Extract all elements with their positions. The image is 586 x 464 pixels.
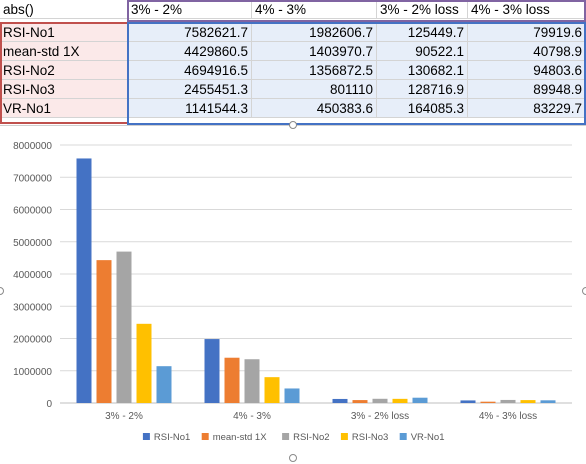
data-cell[interactable]: 1356872.5 bbox=[252, 61, 377, 80]
corner-cell[interactable]: abs() bbox=[0, 0, 128, 19]
x-tick-label: 4% - 3% bbox=[233, 411, 271, 422]
bar bbox=[136, 323, 152, 403]
x-tick-label: 3% - 2% bbox=[105, 411, 143, 422]
legend-swatch bbox=[340, 433, 348, 440]
bar bbox=[392, 398, 408, 403]
bar bbox=[284, 388, 300, 403]
bar bbox=[412, 397, 428, 403]
bar bbox=[96, 260, 112, 403]
legend-swatch bbox=[282, 433, 290, 440]
data-cell[interactable]: 128716.9 bbox=[377, 80, 468, 99]
data-cell[interactable]: 94803.6 bbox=[468, 61, 586, 80]
data-cell[interactable]: 7582621.7 bbox=[128, 23, 252, 42]
bar bbox=[460, 400, 476, 403]
data-cell[interactable]: 89948.9 bbox=[468, 80, 586, 99]
data-cell[interactable]: 83229.7 bbox=[468, 99, 586, 118]
legend-swatch bbox=[142, 433, 150, 440]
bar bbox=[116, 251, 132, 403]
bar bbox=[352, 400, 368, 403]
data-cell[interactable]: 801110 bbox=[252, 80, 377, 99]
data-cell[interactable]: 130682.1 bbox=[377, 61, 468, 80]
row-label-cell[interactable]: RSI-No2 bbox=[0, 61, 128, 80]
y-tick-label: 0 bbox=[46, 399, 52, 410]
bar bbox=[480, 401, 496, 403]
data-cell[interactable]: 79919.6 bbox=[468, 23, 586, 42]
row-label-cell[interactable]: mean-std 1X bbox=[0, 42, 128, 61]
row-label-cell[interactable]: RSI-No3 bbox=[0, 80, 128, 99]
bar bbox=[520, 400, 536, 403]
y-tick-label: 5000000 bbox=[13, 238, 52, 249]
legend-swatch bbox=[399, 433, 407, 440]
data-cell[interactable]: 40798.9 bbox=[468, 42, 586, 61]
bar bbox=[204, 339, 220, 403]
legend-label: mean-std 1X bbox=[213, 432, 268, 443]
column-header-cell[interactable]: 3% - 2% bbox=[128, 0, 252, 19]
chart-area[interactable]: 0 1000000 2000000 3000000 4000000 5000000 6000… bbox=[0, 125, 586, 459]
y-tick-label: 3000000 bbox=[13, 302, 52, 313]
column-header-cell[interactable]: 4% - 3% bbox=[252, 0, 377, 19]
column-header-cell[interactable]: 3% - 2% loss bbox=[377, 0, 468, 19]
x-tick-label: 3% - 2% loss bbox=[351, 411, 409, 422]
legend-label: RSI-No1 bbox=[154, 432, 190, 443]
data-cell[interactable]: 90522.1 bbox=[377, 42, 468, 61]
resize-handle-top[interactable] bbox=[289, 121, 297, 129]
y-tick-label: 8000000 bbox=[13, 141, 52, 152]
x-tick-label: 4% - 3% loss bbox=[479, 411, 537, 422]
bar bbox=[332, 398, 348, 403]
legend-label: VR-No1 bbox=[411, 432, 445, 443]
data-cell[interactable]: 2455451.3 bbox=[128, 80, 252, 99]
bar bbox=[224, 357, 240, 403]
data-cell[interactable]: 450383.6 bbox=[252, 99, 377, 118]
legend-swatch bbox=[201, 433, 209, 440]
resize-handle-right[interactable] bbox=[582, 287, 586, 295]
row-label-cell[interactable]: VR-No1 bbox=[0, 99, 128, 118]
bar bbox=[76, 158, 92, 403]
row-label-cell[interactable]: RSI-No1 bbox=[0, 23, 128, 42]
data-cell[interactable]: 1141544.3 bbox=[128, 99, 252, 118]
data-cell[interactable]: 1403970.7 bbox=[252, 42, 377, 61]
column-header-cell[interactable]: 4% - 3% loss bbox=[468, 0, 586, 19]
bar bbox=[156, 366, 172, 403]
spreadsheet-grid: abs() 3% - 2% 4% - 3% 3% - 2% loss 4% - … bbox=[0, 0, 586, 125]
y-tick-label: 7000000 bbox=[13, 173, 52, 184]
bar bbox=[500, 399, 516, 403]
bar bbox=[372, 398, 388, 403]
y-tick-label: 2000000 bbox=[13, 335, 52, 346]
y-tick-label: 6000000 bbox=[13, 206, 52, 217]
bar-chart[interactable]: 0 1000000 2000000 3000000 4000000 5000000 6000… bbox=[0, 126, 586, 459]
data-cell[interactable]: 164085.3 bbox=[377, 99, 468, 118]
data-cell[interactable]: 4429860.5 bbox=[128, 42, 252, 61]
y-tick-label: 4000000 bbox=[13, 270, 52, 281]
resize-handle-bottom[interactable] bbox=[289, 454, 297, 462]
data-cell[interactable]: 1982606.7 bbox=[252, 23, 377, 42]
legend-label: RSI-No3 bbox=[352, 432, 388, 443]
bar bbox=[244, 359, 260, 403]
legend-label: RSI-No2 bbox=[293, 432, 329, 443]
y-tick-label: 1000000 bbox=[13, 367, 52, 378]
data-cell[interactable]: 125449.7 bbox=[377, 23, 468, 42]
bar bbox=[264, 377, 280, 403]
data-cell[interactable]: 4694916.5 bbox=[128, 61, 252, 80]
bar bbox=[540, 400, 556, 403]
